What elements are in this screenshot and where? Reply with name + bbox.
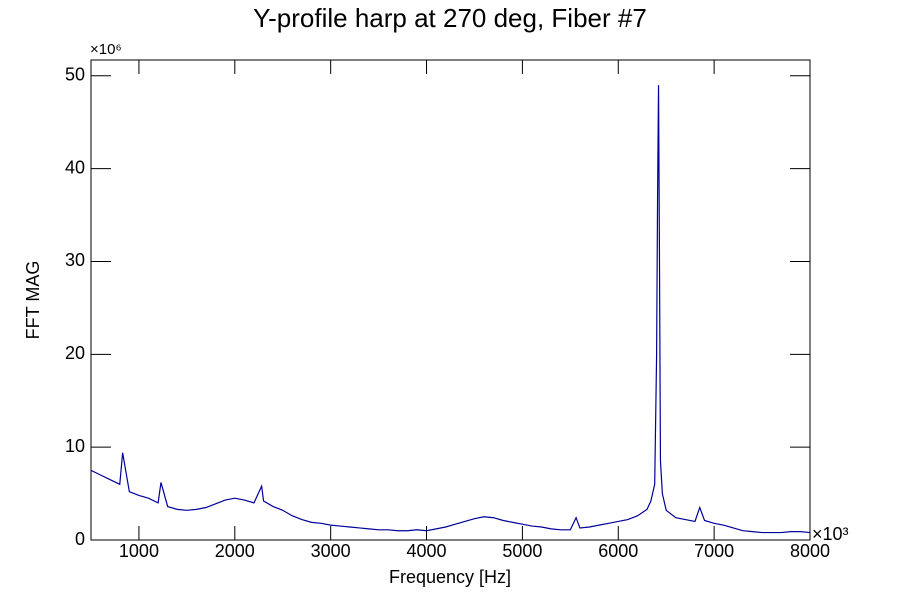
y-axis-label: FFT MAG bbox=[23, 261, 43, 340]
chart-title: Y-profile harp at 270 deg, Fiber #7 bbox=[253, 3, 647, 33]
y-tick-label: 50 bbox=[65, 65, 85, 85]
y-tick-label: 40 bbox=[65, 157, 85, 177]
x-tick-label: 3000 bbox=[311, 541, 351, 561]
y-tick-label: 20 bbox=[65, 343, 85, 363]
x-tick-label: 4000 bbox=[407, 541, 447, 561]
x-multiplier: ×10³ bbox=[812, 524, 849, 544]
x-axis-label: Frequency [Hz] bbox=[389, 567, 511, 587]
x-tick-label: 5000 bbox=[502, 541, 542, 561]
y-multiplier: ×10⁶ bbox=[90, 41, 122, 58]
x-tick-label: 8000 bbox=[790, 541, 830, 561]
x-tick-label: 6000 bbox=[598, 541, 638, 561]
x-tick-label: 7000 bbox=[694, 541, 734, 561]
y-tick-label: 0 bbox=[75, 529, 85, 549]
y-tick-label: 10 bbox=[65, 436, 85, 456]
data-line bbox=[90, 85, 811, 534]
x-tick-label: 1000 bbox=[119, 541, 159, 561]
y-tick-label: 30 bbox=[65, 250, 85, 270]
plot-frame bbox=[90, 59, 811, 541]
x-tick-label: 2000 bbox=[215, 541, 255, 561]
